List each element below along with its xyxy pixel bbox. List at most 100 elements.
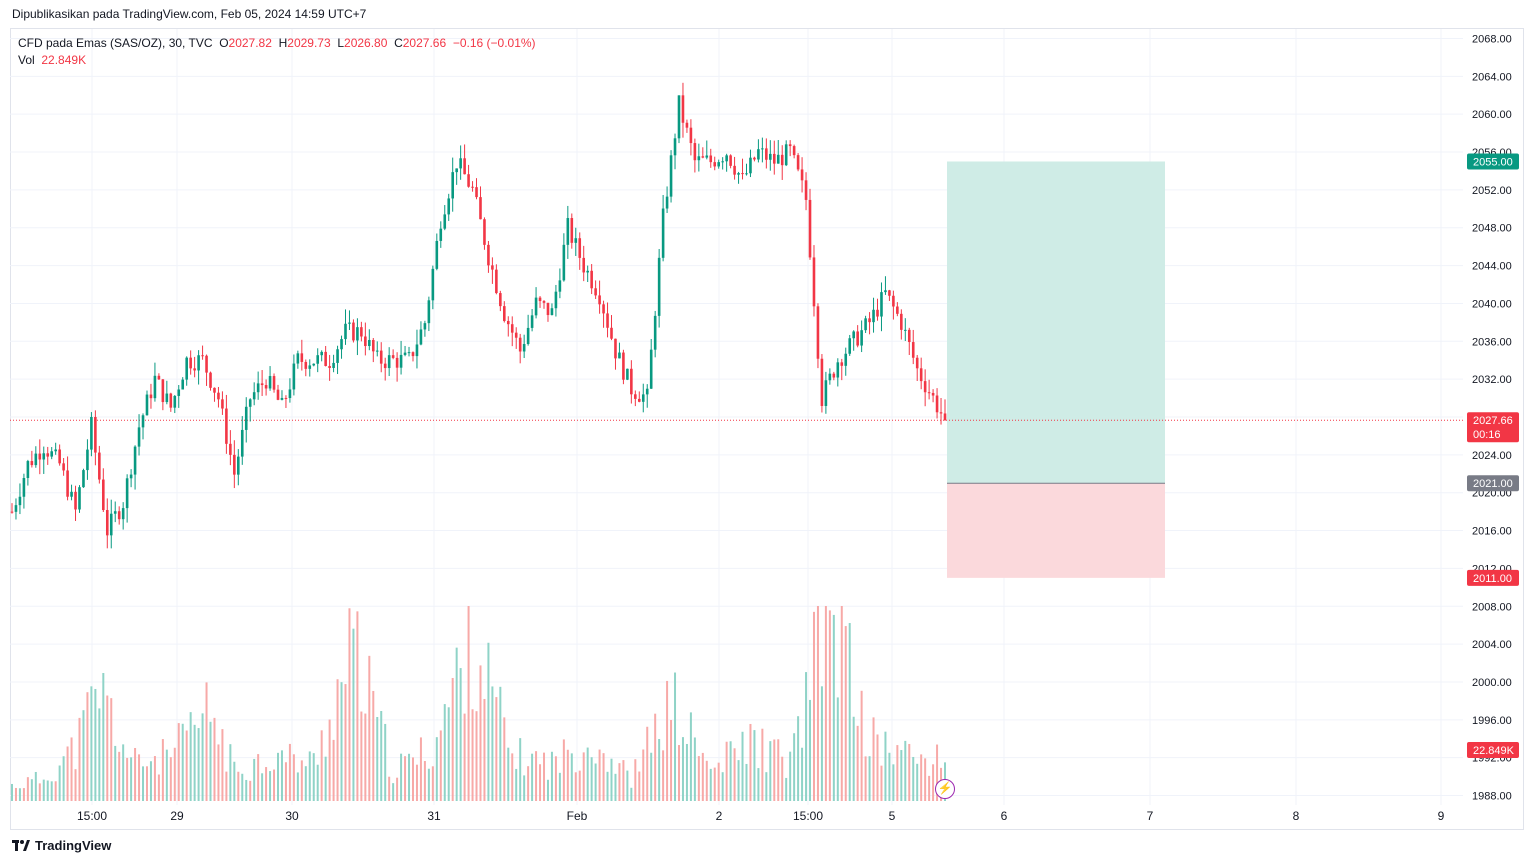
- candle-body: [653, 315, 657, 350]
- candle: [491, 257, 494, 284]
- candle: [792, 144, 796, 159]
- volume-bar: [745, 763, 748, 801]
- candle: [610, 315, 613, 341]
- volume-bar: [920, 754, 923, 801]
- candle: [348, 310, 351, 331]
- volume-bar: [566, 749, 569, 801]
- candle: [26, 459, 30, 486]
- volume-bar: [606, 771, 609, 801]
- candle-body: [463, 158, 466, 175]
- volume-bar: [308, 751, 311, 801]
- candle: [42, 446, 46, 474]
- candle-body: [328, 365, 331, 368]
- volume-bar: [638, 771, 641, 801]
- candle-body: [935, 395, 939, 413]
- candle: [431, 265, 435, 310]
- candle-body: [824, 380, 828, 406]
- volume-bar: [681, 737, 684, 801]
- candle-body: [800, 169, 804, 181]
- candle: [157, 373, 161, 380]
- candle: [820, 354, 824, 413]
- legend: CFD pada Emas (SAS/OZ), 30, TVC O2027.82…: [18, 35, 536, 69]
- candle: [542, 300, 546, 309]
- candle-body: [689, 127, 693, 144]
- candle-body: [641, 394, 645, 402]
- candle: [534, 287, 538, 319]
- candle-body: [475, 187, 478, 198]
- candle-body: [371, 339, 375, 352]
- candle: [38, 439, 42, 475]
- candle: [578, 232, 582, 270]
- candle-body: [522, 344, 526, 352]
- candle: [233, 440, 236, 489]
- candle: [911, 329, 915, 365]
- volume-bar: [578, 770, 581, 801]
- candle-body: [22, 478, 26, 497]
- volume-bar: [316, 764, 319, 801]
- candle: [772, 140, 776, 175]
- candle-body: [673, 138, 677, 156]
- candle-body: [602, 304, 605, 314]
- volume-bar: [145, 766, 148, 801]
- volume-bar: [126, 757, 129, 801]
- candle: [288, 378, 292, 403]
- candle: [423, 320, 427, 337]
- candle-body: [566, 218, 570, 245]
- candle: [58, 444, 61, 466]
- candle: [272, 373, 276, 393]
- candle-body: [383, 363, 387, 369]
- candle-body: [296, 353, 300, 364]
- lightning-icon[interactable]: ⚡: [935, 779, 955, 799]
- volume-bar: [38, 783, 41, 801]
- volume-bar: [705, 760, 708, 801]
- candle: [276, 384, 280, 401]
- candle-body: [252, 392, 256, 400]
- candle: [201, 345, 204, 360]
- volume-bar: [936, 744, 939, 801]
- candle-body: [792, 146, 796, 156]
- volume-bar: [602, 753, 605, 801]
- volume-bar: [193, 724, 196, 801]
- volume-bar: [372, 690, 375, 801]
- candle-body: [701, 156, 705, 158]
- candle: [407, 346, 411, 357]
- volume-bar: [165, 749, 168, 801]
- volume-value: 22.849K: [41, 53, 87, 67]
- candle: [324, 345, 327, 367]
- candle-body: [98, 452, 101, 480]
- volume-bar: [22, 788, 25, 801]
- close-label: C: [394, 36, 403, 50]
- volume-bar: [173, 747, 176, 801]
- candle: [419, 321, 423, 346]
- symbol-name[interactable]: CFD pada Emas (SAS/OZ), 30, TVC: [18, 36, 213, 50]
- candle: [177, 385, 181, 408]
- candle-body: [14, 505, 18, 512]
- volume-bar: [261, 773, 264, 801]
- candle-body: [677, 95, 681, 139]
- candle-body: [121, 508, 125, 520]
- candle-body: [407, 352, 411, 354]
- candle: [371, 337, 375, 363]
- candle: [308, 359, 312, 377]
- candle: [622, 349, 625, 385]
- volume-bar: [574, 772, 577, 801]
- candle: [673, 133, 677, 170]
- candle-body: [538, 297, 542, 302]
- volume-bar: [304, 766, 307, 801]
- candle-body: [737, 173, 740, 175]
- volume-bar: [860, 690, 863, 801]
- candle: [169, 392, 173, 412]
- candle-body: [693, 143, 697, 161]
- candle: [927, 379, 931, 400]
- stop-loss-badge-bg: [1467, 569, 1519, 586]
- volume-bar: [880, 765, 883, 801]
- candle-body: [379, 350, 383, 364]
- candle: [796, 153, 800, 172]
- volume-bar: [284, 762, 287, 801]
- candle: [737, 171, 740, 184]
- volume-bar: [98, 708, 101, 801]
- candle-body: [443, 214, 447, 229]
- candle-body: [316, 355, 320, 364]
- candle: [102, 468, 105, 513]
